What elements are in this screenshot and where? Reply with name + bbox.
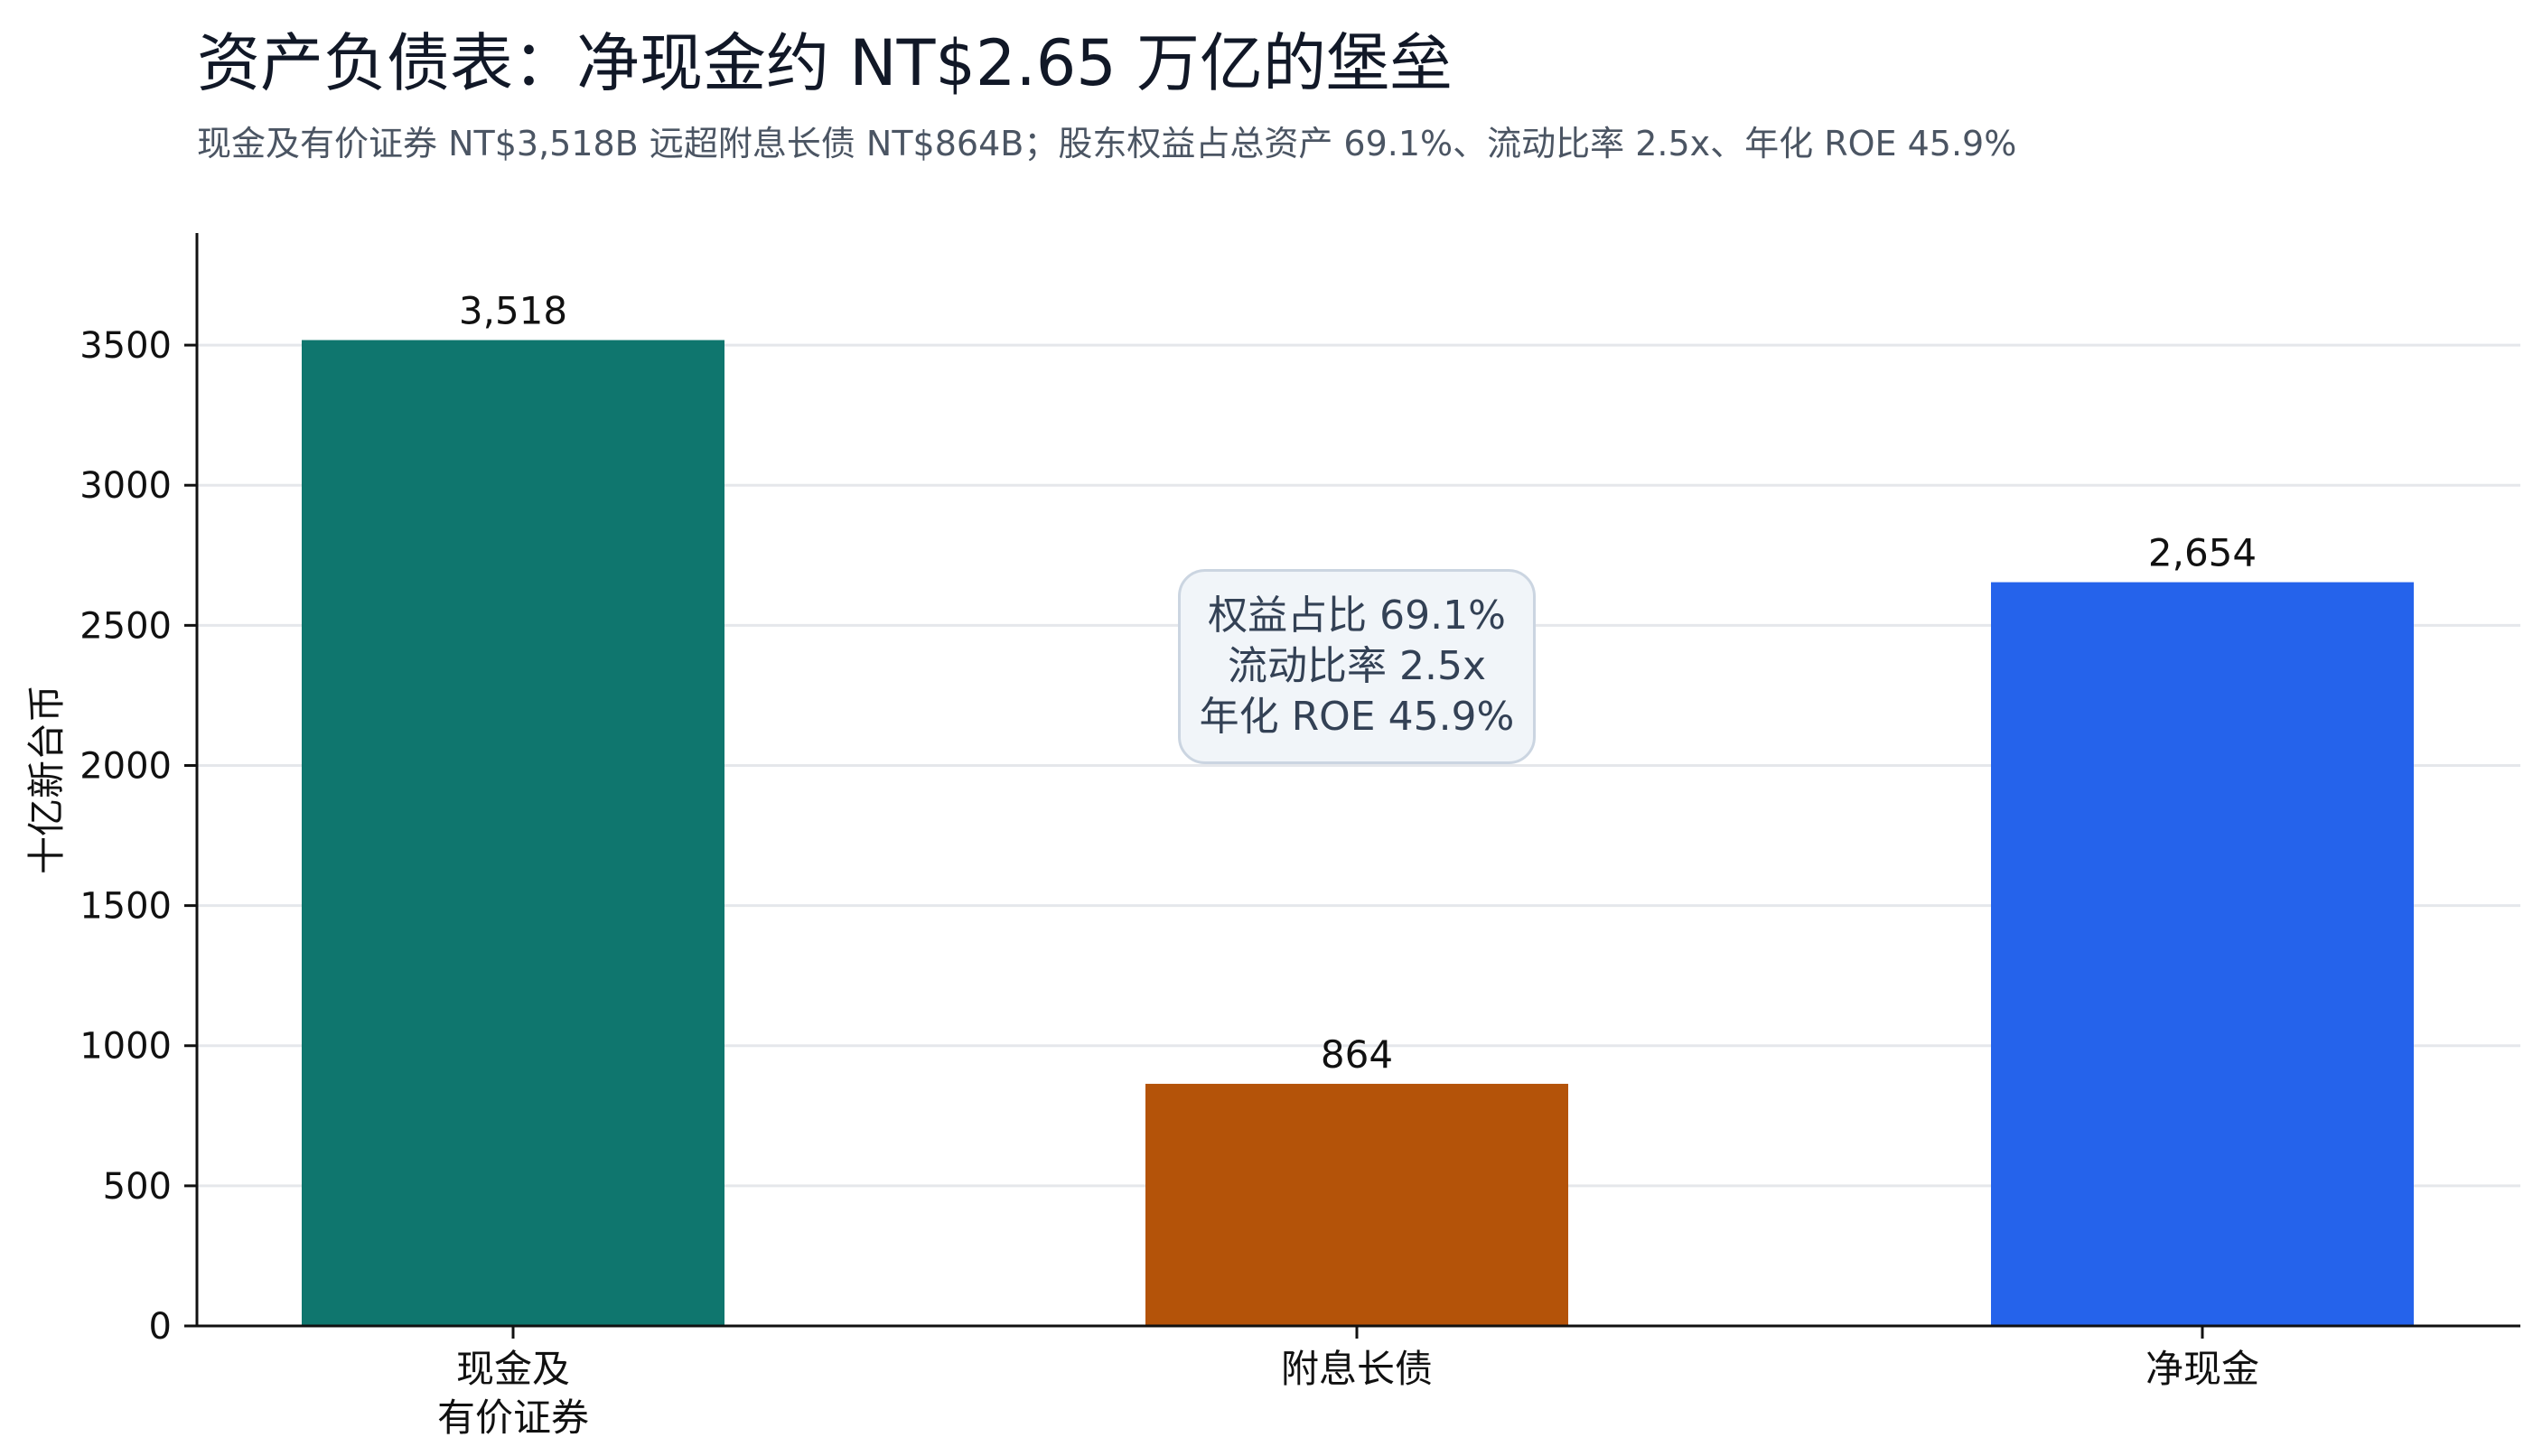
metrics-annotation-box: 权益占比 69.1% 流动比率 2.5x 年化 ROE 45.9% xyxy=(1178,569,1536,764)
bar-value-label: 864 xyxy=(1321,1032,1393,1077)
y-tick-label: 1000 xyxy=(79,1026,172,1068)
y-tick-label: 2500 xyxy=(79,605,172,647)
y-tick-label: 3500 xyxy=(79,325,172,367)
y-axis-label: 十亿新台币 xyxy=(24,685,69,874)
chart-subtitle: 现金及有价证券 NT$3,518B 远超附息长债 NT$864B；股东权益占总资… xyxy=(197,124,2017,163)
x-tick-label: 有价证券 xyxy=(437,1395,589,1440)
x-tick-label: 现金及 xyxy=(456,1347,570,1391)
bar-2 xyxy=(1991,582,2414,1326)
y-tick-label: 3000 xyxy=(79,465,172,507)
bar-0 xyxy=(302,340,724,1326)
annotation-line-current-ratio: 流动比率 2.5x xyxy=(1228,643,1486,689)
x-tick-label: 附息长债 xyxy=(1281,1347,1433,1391)
y-tick-label: 2000 xyxy=(79,745,172,787)
chart-title: 资产负债表：净现金约 NT$2.65 万亿的堡垒 xyxy=(197,26,1453,100)
annotation-line-roe: 年化 ROE 45.9% xyxy=(1199,694,1515,740)
y-tick-label: 1500 xyxy=(79,886,172,928)
bar-value-label: 2,654 xyxy=(2148,531,2257,575)
bar-value-label: 3,518 xyxy=(459,289,567,333)
y-tick-label: 500 xyxy=(103,1166,172,1208)
annotation-line-equity-ratio: 权益占比 69.1% xyxy=(1208,593,1506,639)
bar-1 xyxy=(1145,1083,1568,1326)
y-tick-label: 0 xyxy=(149,1306,172,1348)
x-tick-label: 净现金 xyxy=(2145,1347,2259,1391)
